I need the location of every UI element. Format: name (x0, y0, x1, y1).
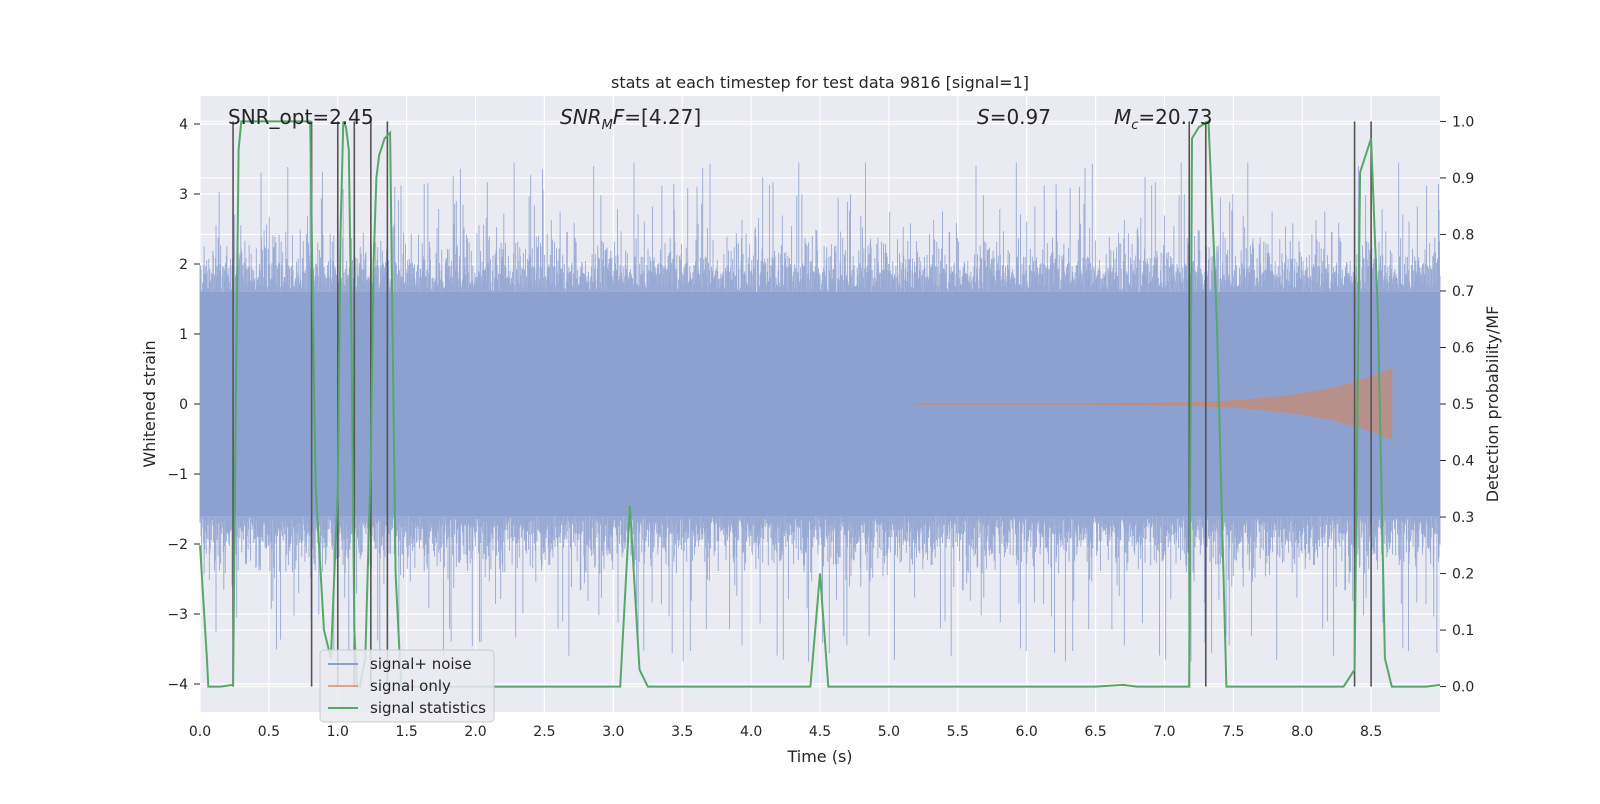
x-tick-label: 2.5 (533, 724, 555, 740)
y-tick-label: 1 (179, 327, 188, 343)
y-right-tick-label: 0.5 (1452, 397, 1474, 413)
y-right-tick-label: 0.6 (1452, 340, 1474, 356)
legend-label-signal-only: signal only (370, 677, 451, 695)
y-right-tick-label: 0.4 (1452, 454, 1474, 470)
y-right-tick-label: 1.0 (1452, 114, 1474, 130)
x-tick-label: 8.5 (1360, 724, 1382, 740)
y-tick-label: 4 (179, 117, 188, 133)
x-tick-label: 4.0 (740, 724, 762, 740)
legend-label-signal-statistics: signal statistics (370, 699, 486, 717)
annotation-snr-mf-main: SNR (560, 105, 602, 129)
annotation-s-tail: =0.97 (990, 105, 1051, 129)
y-tick-label: 2 (179, 257, 188, 273)
y-right-tick-label: 0.8 (1452, 227, 1474, 243)
annotation-snr-mf-tail-f: F (613, 105, 625, 129)
y-right-tick-label: 0.7 (1452, 284, 1474, 300)
y-tick-label: −3 (167, 607, 188, 623)
y-right-tick-label: 0.9 (1452, 171, 1474, 187)
x-tick-label: 5.0 (878, 724, 900, 740)
annotation-s: S=0.97 (977, 105, 1051, 129)
x-tick-label: 1.5 (396, 724, 418, 740)
y-tick-label: 3 (179, 187, 188, 203)
y-axis-label-right: Detection probability/MF (1483, 306, 1502, 503)
annotation-mc-tail: =20.73 (1138, 105, 1212, 129)
x-tick-label: 2.0 (464, 724, 486, 740)
x-tick-label: 5.5 (947, 724, 969, 740)
annotation-mc-main: M (1114, 105, 1131, 129)
y-axis-label: Whitened strain (140, 340, 159, 467)
x-tick-label: 3.0 (602, 724, 624, 740)
y-right-tick-label: 0.3 (1452, 510, 1474, 526)
y-tick-label: 0 (179, 397, 188, 413)
annotation-snr-mf-tail: =[4.27] (624, 105, 701, 129)
axis-ticks: 0.0 0.5 1.0 1.5 2.0 2.5 3.0 3.5 4.0 4.5 5.0 5.5 6.0 6… (167, 114, 1474, 740)
x-tick-label: 6.0 (1016, 724, 1038, 740)
y-tick-label: −2 (167, 537, 188, 553)
chart-title: stats at each timestep for test data 981… (611, 73, 1029, 92)
x-axis-label: Time (s) (786, 747, 852, 766)
y-tick-label: −1 (167, 467, 188, 483)
x-tick-label: 0.0 (189, 724, 211, 740)
y-right-tick-label: 0.2 (1452, 567, 1474, 583)
x-tick-label: 6.5 (1084, 724, 1106, 740)
annotation-mc: Mc=20.73 (1114, 105, 1212, 133)
y-tick-label: −4 (167, 677, 188, 693)
series-signal-only (916, 368, 1393, 440)
x-tick-label: 4.5 (809, 724, 831, 740)
x-tick-label: 1.0 (327, 724, 349, 740)
x-tick-label: 7.5 (1222, 724, 1244, 740)
y-right-tick-label: 0.0 (1452, 680, 1474, 696)
legend-frame (319, 649, 495, 723)
y-right-tick-label: 0.1 (1452, 623, 1474, 639)
annotation-mc-sub: c (1131, 118, 1138, 133)
legend-label-signal-noise: signal+ noise (370, 655, 472, 673)
legend: signal+ noise signal only signal statist… (319, 649, 495, 723)
annotation-snr-mf: SNRMF=[4.27] (560, 105, 701, 133)
annotation-s-main: S (977, 105, 990, 129)
x-tick-label: 3.5 (671, 724, 693, 740)
x-tick-label: 8.0 (1291, 724, 1313, 740)
annotation-snr-opt: SNR_opt=2.45 (228, 105, 374, 129)
x-tick-label: 0.5 (258, 724, 280, 740)
chirp-envelope (916, 368, 1393, 440)
annotation-snr-mf-sub: M (602, 118, 613, 133)
x-tick-label: 7.0 (1153, 724, 1175, 740)
